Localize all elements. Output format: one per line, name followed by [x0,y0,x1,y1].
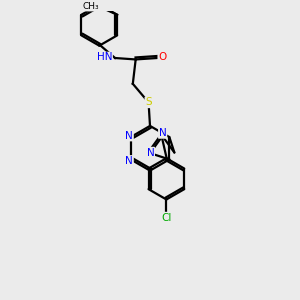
Text: Cl: Cl [161,212,172,223]
Text: N: N [159,128,167,138]
Text: HN: HN [97,52,112,62]
Text: O: O [158,52,166,62]
Text: N: N [125,130,133,141]
Text: S: S [145,98,152,107]
Text: N: N [125,156,133,166]
Text: CH₃: CH₃ [82,2,99,11]
Text: N: N [146,148,154,158]
